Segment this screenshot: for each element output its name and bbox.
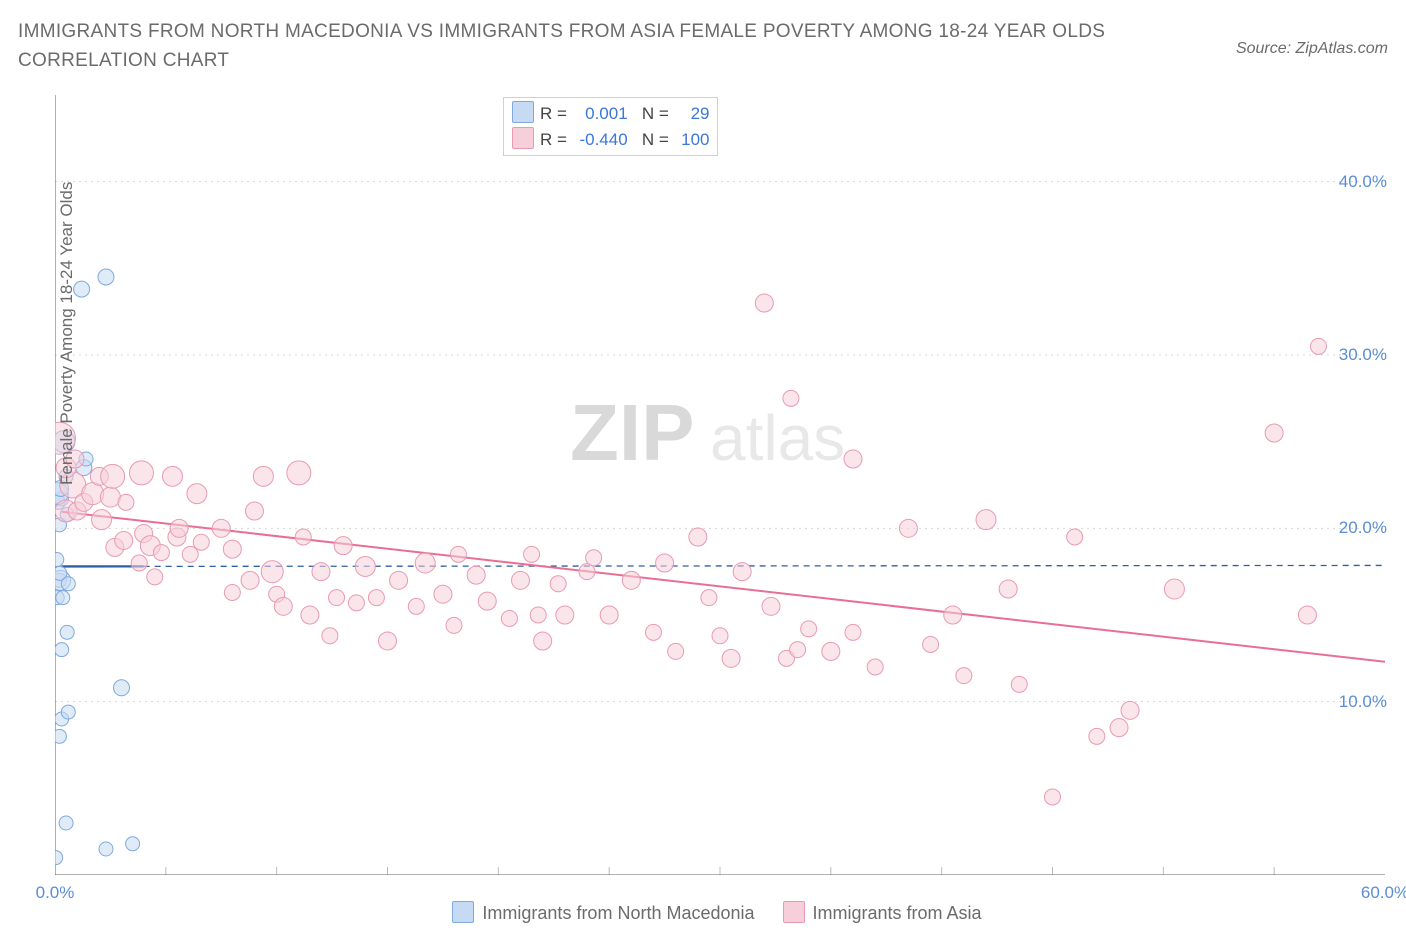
legend-swatch (452, 901, 474, 923)
y-tick: 30.0% (1339, 345, 1387, 365)
y-tick: 10.0% (1339, 692, 1387, 712)
chart-plot: ZIPatlas Female Poverty Among 18-24 Year… (55, 95, 1385, 875)
source-label: Source: ZipAtlas.com (1236, 40, 1388, 58)
x-tick: 60.0% (1361, 883, 1406, 903)
legend-label: Immigrants from Asia (813, 903, 982, 923)
series-legend: Immigrants from North Macedonia Immigrant… (0, 901, 1406, 924)
stat-legend: R = 0.001 N = 29R = -0.440 N = 100 (503, 97, 718, 156)
stat-legend-row: R = 0.001 N = 29 (512, 101, 709, 127)
y-axis-label: Female Poverty Among 18-24 Year Olds (57, 182, 77, 485)
scatter-svg: ZIPatlas (55, 95, 1385, 875)
legend-label: Immigrants from North Macedonia (482, 903, 754, 923)
svg-text:ZIP: ZIP (570, 388, 694, 477)
stat-legend-row: R = -0.440 N = 100 (512, 127, 709, 153)
y-tick: 20.0% (1339, 518, 1387, 538)
x-tick: 0.0% (36, 883, 75, 903)
y-tick: 40.0% (1339, 172, 1387, 192)
legend-swatch (783, 901, 805, 923)
chart-title: IMMIGRANTS FROM NORTH MACEDONIA VS IMMIG… (18, 18, 1206, 75)
svg-text:atlas: atlas (710, 402, 845, 474)
